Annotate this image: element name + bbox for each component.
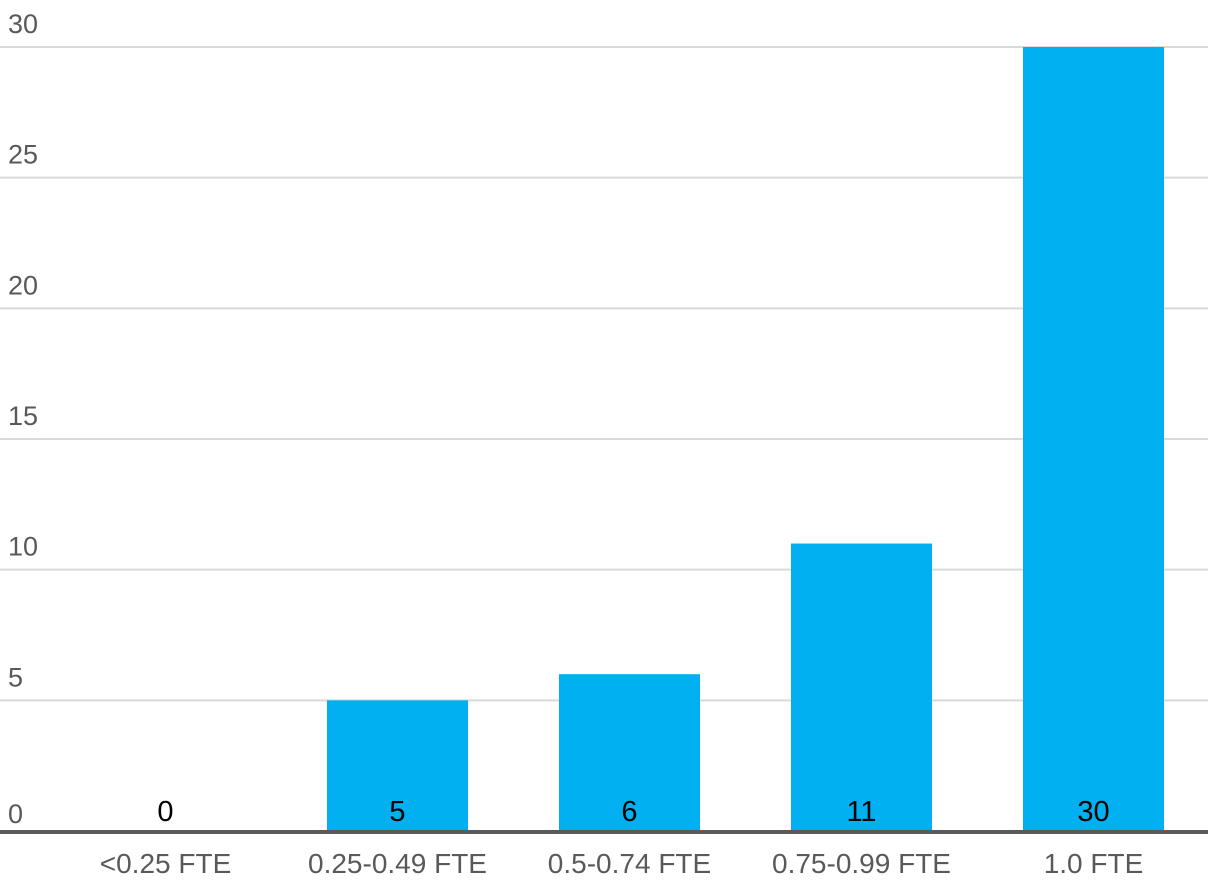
bar [327, 700, 468, 831]
y-tick-label: 30 [8, 9, 38, 39]
bar [559, 674, 700, 831]
y-tick-label: 25 [8, 140, 38, 170]
y-tick-label: 20 [8, 270, 38, 300]
y-axis-tick-labels: 0 5 10 15 20 25 30 [8, 9, 38, 829]
x-tick-label: 0.5-0.74 FTE [548, 848, 711, 879]
y-tick-label: 15 [8, 401, 38, 431]
data-label: 5 [389, 796, 405, 828]
bar [791, 543, 932, 831]
data-labels: 0 5 6 11 30 [157, 796, 1109, 828]
bars [327, 47, 1164, 831]
data-label: 0 [157, 796, 173, 828]
data-label: 30 [1077, 796, 1109, 828]
gridlines [0, 46, 1208, 702]
y-tick-label: 0 [8, 799, 23, 829]
x-tick-label: <0.25 FTE [100, 848, 232, 879]
data-label: 11 [846, 796, 876, 828]
bar [1023, 47, 1164, 831]
y-tick-label: 5 [8, 662, 23, 692]
x-tick-label: 0.25-0.49 FTE [308, 848, 487, 879]
x-tick-label: 1.0 FTE [1044, 848, 1144, 879]
y-tick-label: 10 [8, 532, 38, 562]
x-tick-label: 0.75-0.99 FTE [772, 848, 951, 879]
x-axis-tick-labels: <0.25 FTE 0.25-0.49 FTE 0.5-0.74 FTE 0.75-0… [100, 848, 1144, 879]
data-label: 6 [621, 796, 637, 828]
